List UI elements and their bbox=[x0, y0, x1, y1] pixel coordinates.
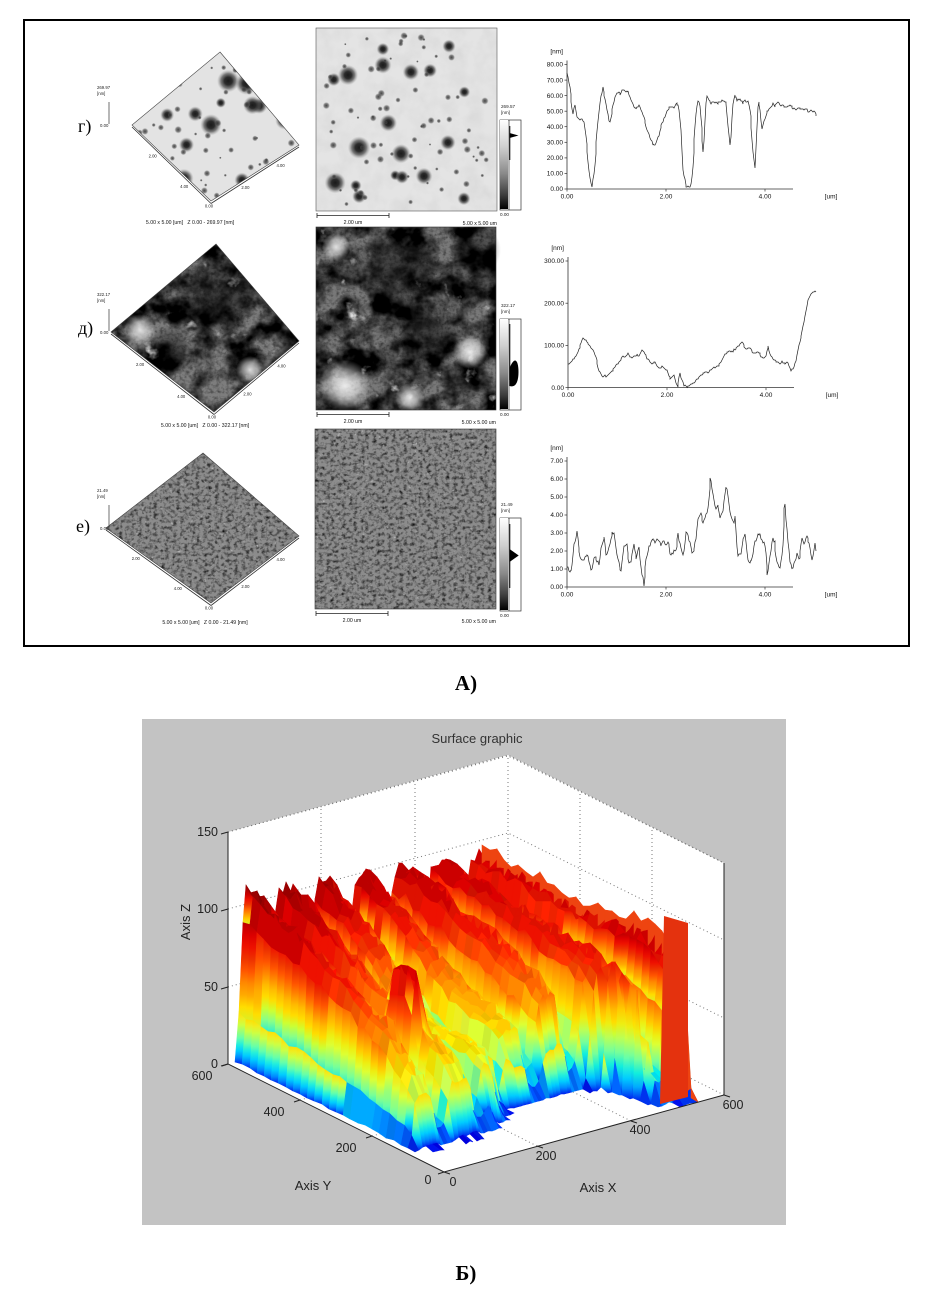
svg-text:4.00: 4.00 bbox=[550, 512, 563, 519]
svg-text:21.49: 21.49 bbox=[97, 488, 108, 493]
svg-text:Axis X: Axis X bbox=[580, 1180, 617, 1195]
svg-text:[nm]: [nm] bbox=[550, 445, 563, 452]
svg-text:2.00: 2.00 bbox=[241, 185, 250, 190]
svg-text:7.00: 7.00 bbox=[550, 458, 563, 465]
svg-text:322.17: 322.17 bbox=[97, 292, 111, 297]
svg-text:5.00 x 5.00 [um] Z 0.00 - 26: 5.00 x 5.00 [um] Z 0.00 - 269.97 [nm] bbox=[146, 220, 235, 226]
svg-text:150: 150 bbox=[197, 825, 218, 839]
svg-text:2.00 um: 2.00 um bbox=[343, 618, 362, 624]
svg-text:0.00: 0.00 bbox=[205, 204, 214, 209]
svg-text:100.00: 100.00 bbox=[544, 343, 564, 350]
svg-text:6.00: 6.00 bbox=[550, 476, 563, 483]
svg-text:5.00 x 5.00 [um] Z 0.00 - 32: 5.00 x 5.00 [um] Z 0.00 - 322.17 [nm] bbox=[161, 423, 250, 429]
svg-text:[nm]: [nm] bbox=[97, 494, 105, 499]
svg-text:[nm]: [nm] bbox=[501, 309, 510, 314]
svg-text:0: 0 bbox=[425, 1173, 432, 1187]
svg-text:4.00: 4.00 bbox=[174, 586, 183, 591]
svg-text:[um]: [um] bbox=[826, 392, 839, 399]
svg-text:0.00: 0.00 bbox=[100, 330, 109, 335]
svg-text:400: 400 bbox=[264, 1105, 285, 1119]
svg-text:70.00: 70.00 bbox=[547, 77, 564, 84]
svg-text:[um]: [um] bbox=[825, 194, 838, 201]
svg-text:50.00: 50.00 bbox=[547, 108, 564, 115]
svg-text:0.00: 0.00 bbox=[561, 194, 574, 201]
svg-text:269.97: 269.97 bbox=[97, 85, 111, 90]
svg-text:2.00: 2.00 bbox=[241, 584, 250, 589]
svg-text:2.00 um: 2.00 um bbox=[344, 419, 363, 425]
svg-text:50: 50 bbox=[204, 980, 218, 994]
svg-text:0.00: 0.00 bbox=[500, 412, 509, 417]
svg-text:5.00 x 5.00 um: 5.00 x 5.00 um bbox=[462, 619, 496, 625]
svg-text:269.57: 269.57 bbox=[501, 104, 515, 109]
svg-text:[um]: [um] bbox=[825, 592, 838, 599]
svg-text:[nm]: [nm] bbox=[97, 298, 105, 303]
svg-text:5.00: 5.00 bbox=[550, 494, 563, 501]
svg-text:е): е) bbox=[76, 516, 90, 537]
svg-text:0.00: 0.00 bbox=[550, 186, 563, 193]
svg-text:0.00: 0.00 bbox=[500, 613, 509, 618]
svg-text:0: 0 bbox=[450, 1175, 457, 1189]
svg-text:4.00: 4.00 bbox=[277, 557, 286, 562]
svg-text:2.00: 2.00 bbox=[660, 194, 673, 201]
svg-text:[nm]: [nm] bbox=[501, 110, 510, 115]
svg-text:0.00: 0.00 bbox=[100, 526, 109, 531]
svg-text:Axis Z: Axis Z bbox=[178, 904, 193, 940]
svg-text:2.00: 2.00 bbox=[149, 154, 158, 159]
svg-text:4.00: 4.00 bbox=[759, 592, 772, 599]
svg-text:0.00: 0.00 bbox=[205, 606, 214, 611]
svg-text:[nm]: [nm] bbox=[550, 49, 563, 56]
svg-text:0.00: 0.00 bbox=[551, 385, 564, 392]
svg-text:40.00: 40.00 bbox=[547, 124, 564, 131]
svg-text:5.00 x 5.00 [um] Z 0.00 - 21: 5.00 x 5.00 [um] Z 0.00 - 21.49 [nm] bbox=[162, 620, 248, 626]
svg-text:2.00 um: 2.00 um bbox=[344, 220, 363, 226]
svg-text:0.00: 0.00 bbox=[208, 415, 217, 420]
svg-text:2.00: 2.00 bbox=[243, 392, 252, 397]
svg-text:0.00: 0.00 bbox=[562, 392, 575, 399]
svg-text:200: 200 bbox=[336, 1141, 357, 1155]
svg-text:2.00: 2.00 bbox=[132, 556, 141, 561]
svg-text:600: 600 bbox=[192, 1069, 213, 1083]
svg-text:0.00: 0.00 bbox=[550, 584, 563, 591]
svg-text:0.00: 0.00 bbox=[100, 123, 109, 128]
svg-text:2.00: 2.00 bbox=[660, 592, 673, 599]
svg-text:30.00: 30.00 bbox=[547, 140, 564, 147]
svg-text:300.00: 300.00 bbox=[544, 258, 564, 265]
svg-text:10.00: 10.00 bbox=[547, 171, 564, 178]
svg-text:21.49: 21.49 bbox=[501, 502, 513, 507]
svg-text:3.00: 3.00 bbox=[550, 530, 563, 537]
svg-text:400: 400 bbox=[630, 1123, 651, 1137]
svg-text:600: 600 bbox=[723, 1098, 744, 1112]
svg-text:2.00: 2.00 bbox=[661, 392, 674, 399]
svg-text:60.00: 60.00 bbox=[547, 93, 564, 100]
svg-text:4.00: 4.00 bbox=[277, 363, 286, 368]
svg-text:4.00: 4.00 bbox=[177, 394, 186, 399]
svg-text:0: 0 bbox=[211, 1057, 218, 1071]
svg-text:4.00: 4.00 bbox=[277, 163, 286, 168]
svg-text:5.00 x 5.00 um: 5.00 x 5.00 um bbox=[462, 420, 496, 426]
svg-text:Surface graphic: Surface graphic bbox=[431, 731, 523, 746]
svg-text:4.00: 4.00 bbox=[180, 184, 189, 189]
svg-text:0.00: 0.00 bbox=[500, 212, 509, 217]
svg-text:2.00: 2.00 bbox=[136, 362, 145, 367]
svg-text:г): г) bbox=[78, 116, 91, 137]
svg-text:д): д) bbox=[78, 318, 93, 339]
svg-text:200: 200 bbox=[536, 1149, 557, 1163]
svg-text:80.00: 80.00 bbox=[547, 62, 564, 69]
svg-text:[nm]: [nm] bbox=[97, 91, 105, 96]
svg-text:4.00: 4.00 bbox=[760, 392, 773, 399]
svg-text:0.00: 0.00 bbox=[561, 592, 574, 599]
svg-text:Axis Y: Axis Y bbox=[295, 1178, 332, 1193]
svg-text:200.00: 200.00 bbox=[544, 300, 564, 307]
svg-text:4.00: 4.00 bbox=[759, 194, 772, 201]
svg-text:5.00 x 5.00 um: 5.00 x 5.00 um bbox=[463, 221, 497, 227]
svg-text:[nm]: [nm] bbox=[551, 245, 564, 252]
svg-text:322.17: 322.17 bbox=[501, 303, 515, 308]
svg-text:100: 100 bbox=[197, 902, 218, 916]
svg-text:1.00: 1.00 bbox=[550, 566, 563, 573]
svg-text:20.00: 20.00 bbox=[547, 155, 564, 162]
svg-text:[nm]: [nm] bbox=[501, 508, 510, 513]
svg-text:2.00: 2.00 bbox=[550, 548, 563, 555]
